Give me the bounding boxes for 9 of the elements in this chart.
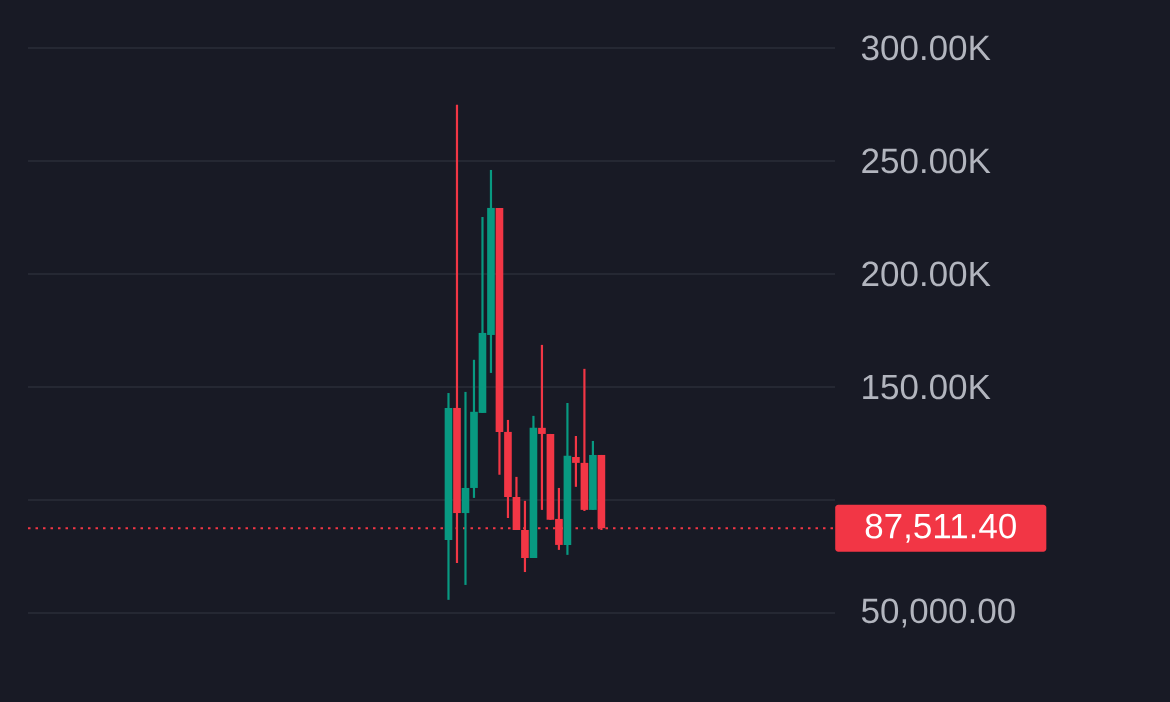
y-tick-label: 50,000.00 <box>861 598 1015 628</box>
candlestick <box>572 434 580 488</box>
y-tick-label: 250.00K <box>862 148 991 174</box>
ref-line-label: 87,511.40 <box>865 513 1016 543</box>
candlestick <box>538 343 546 511</box>
y-tick-label: 150.00K <box>863 374 991 400</box>
y-tick-label: 200.00K <box>862 261 991 287</box>
candlestick <box>461 390 470 587</box>
y-tick-label: 300.00K <box>861 35 991 61</box>
